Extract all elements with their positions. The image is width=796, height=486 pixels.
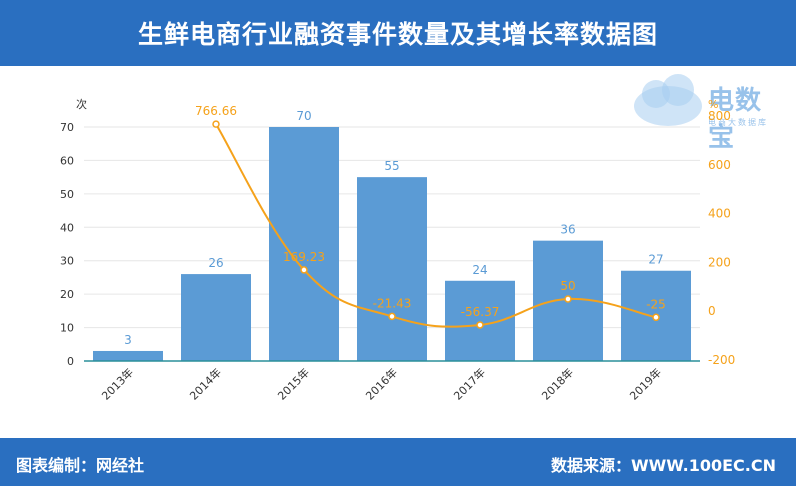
bar [181, 274, 251, 361]
y-left-tick-label: 60 [60, 154, 74, 167]
line-value-label: -25 [646, 297, 666, 311]
line-value-label: 766.66 [195, 104, 237, 118]
line-value-label: 50 [560, 279, 575, 293]
x-tick-label: 2013年 [99, 365, 136, 402]
bar-value-label: 36 [560, 223, 575, 237]
bar-value-label: 3 [124, 333, 132, 347]
bar [269, 127, 339, 361]
y-right-tick-label: 400 [708, 207, 731, 221]
y-right-tick-label: 200 [708, 255, 731, 269]
line-point [652, 313, 660, 322]
x-tick-label: 2014年 [187, 365, 224, 402]
y-right-tick-label: 600 [708, 158, 731, 172]
footer-source: 数据来源：WWW.100EC.CN [550, 456, 776, 475]
x-tick-label: 2019年 [627, 365, 664, 402]
line-point [476, 321, 484, 329]
y-left-tick-label: 30 [60, 255, 74, 268]
y-left-tick-label: 0 [67, 355, 74, 368]
line-point [212, 120, 220, 128]
x-tick-label: 2017年 [451, 365, 488, 402]
line-value-label: -21.43 [373, 296, 412, 310]
footer-compiler: 图表编制：网经社 [16, 456, 145, 475]
y-left-tick-label: 70 [60, 121, 74, 134]
y-left-axis-label: 次 [76, 97, 87, 111]
watermark-subtext: 电商大数据库 [708, 118, 768, 127]
chart-area: 0 10 20 30 40 50 60 70 -200 0 200 400 600 800 次 % 3 2013年… [60, 97, 735, 403]
bar [445, 280, 515, 361]
bar-value-label: 70 [296, 109, 311, 123]
y-right-tick-label: 800 [708, 109, 731, 123]
line-value-label: 169.23 [283, 250, 325, 264]
line-point [388, 312, 396, 321]
y-left-tick-label: 20 [60, 288, 74, 301]
bar-value-label: 27 [648, 253, 663, 267]
line-value-label: -56.37 [461, 305, 500, 319]
bar-value-label: 55 [384, 159, 399, 173]
bar-value-label: 24 [472, 263, 487, 277]
cloud-edt-logo-icon [634, 74, 702, 126]
line-point [564, 295, 572, 303]
watermark-text: 电数宝 [708, 86, 763, 153]
x-tick-label: 2015年 [275, 365, 312, 402]
bar [93, 350, 163, 361]
y-left-tick-label: 50 [60, 188, 74, 201]
bar-value-label: 26 [208, 256, 223, 270]
line-point [300, 266, 308, 274]
watermark-logo: 电数宝 电商大数据库 [628, 72, 788, 153]
y-left-tick-label: 10 [60, 322, 74, 335]
x-tick-label: 2016年 [363, 365, 400, 402]
footer: 图表编制：网经社 数据来源：WWW.100EC.CN [0, 438, 796, 486]
chart-title: 生鲜电商行业融资事件数量及其增长率数据图 [0, 0, 796, 66]
y-right-tick-label: -200 [708, 353, 735, 367]
y-right-axis-label: % [708, 98, 718, 111]
bar [357, 177, 427, 361]
x-tick-label: 2018年 [539, 365, 576, 402]
y-right-tick-label: 0 [708, 304, 716, 318]
y-left-tick-label: 40 [60, 221, 74, 234]
